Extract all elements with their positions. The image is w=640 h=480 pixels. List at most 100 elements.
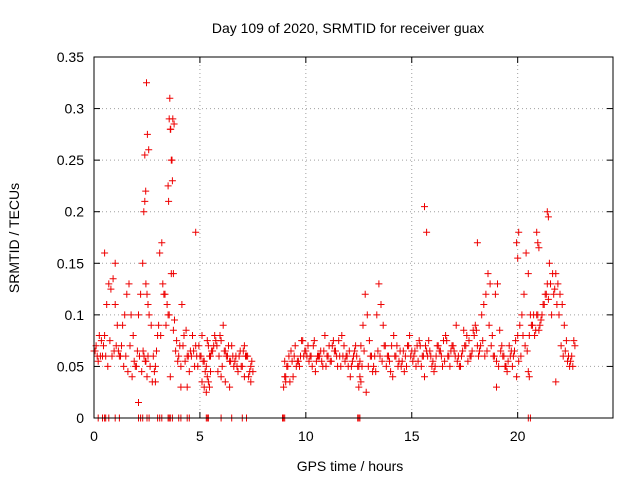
data-point — [532, 326, 540, 334]
data-point — [430, 368, 438, 376]
data-point — [491, 290, 499, 298]
data-point — [514, 254, 522, 262]
data-point — [124, 368, 132, 376]
data-point — [525, 373, 533, 381]
data-point — [547, 280, 554, 288]
data-point — [527, 321, 535, 329]
data-point — [471, 321, 479, 329]
data-point — [415, 337, 423, 345]
data-point — [182, 326, 190, 334]
data-point — [551, 285, 559, 293]
data-point — [229, 352, 237, 360]
x-tick-labels: 0 5 10 15 20 — [90, 428, 526, 444]
data-point — [247, 378, 255, 386]
data-point — [537, 316, 545, 324]
data-point — [226, 383, 234, 391]
data-point — [240, 342, 248, 350]
data-point — [486, 280, 494, 288]
data-point — [330, 347, 338, 355]
data-point — [417, 362, 425, 370]
data-point — [381, 342, 389, 350]
data-point — [388, 342, 396, 350]
data-point — [409, 357, 417, 365]
data-point — [425, 337, 433, 345]
x-tick-label: 20 — [510, 428, 526, 444]
data-point — [310, 337, 318, 345]
data-point — [167, 125, 175, 133]
data-point — [322, 362, 330, 370]
data-point — [363, 311, 371, 319]
data-point — [170, 120, 178, 128]
data-point — [406, 332, 414, 339]
data-point — [157, 332, 165, 339]
data-point — [215, 352, 223, 360]
data-point — [428, 362, 436, 370]
data-point — [206, 352, 213, 360]
data-point — [166, 94, 174, 102]
data-point — [411, 347, 419, 355]
data-point — [169, 115, 177, 123]
data-point — [289, 373, 297, 381]
data-point — [280, 383, 288, 391]
data-point — [489, 352, 497, 360]
data-point — [333, 352, 341, 360]
data-point — [326, 357, 334, 365]
data-point — [244, 352, 252, 360]
data-point — [481, 352, 489, 360]
data-point — [184, 352, 192, 360]
data-point — [463, 332, 471, 339]
data-point — [216, 332, 224, 339]
data-point — [570, 337, 578, 345]
data-point — [544, 295, 552, 303]
data-point — [119, 321, 127, 329]
data-point — [389, 373, 397, 381]
data-point — [413, 342, 421, 350]
data-point — [212, 337, 220, 345]
data-point — [345, 347, 353, 355]
data-point — [447, 347, 455, 355]
data-point — [140, 208, 148, 216]
data-point — [141, 151, 149, 159]
data-point — [383, 352, 391, 360]
data-point — [101, 249, 109, 257]
data-point — [548, 311, 556, 319]
data-point — [451, 352, 459, 360]
data-point — [462, 342, 470, 350]
data-point — [142, 187, 150, 195]
data-point — [301, 347, 309, 355]
data-point — [378, 357, 386, 365]
data-point — [281, 357, 289, 365]
data-point — [522, 249, 530, 257]
data-point — [324, 352, 332, 360]
data-point — [126, 342, 134, 350]
data-point — [502, 362, 510, 370]
data-point — [524, 270, 532, 278]
data-point — [120, 362, 128, 370]
data-point — [150, 368, 158, 376]
data-point — [145, 146, 153, 154]
data-point — [208, 347, 216, 355]
data-point — [390, 332, 398, 339]
data-point — [183, 383, 191, 391]
data-point — [452, 321, 460, 329]
data-point — [165, 197, 173, 205]
data-point — [156, 249, 164, 257]
data-point — [519, 332, 527, 339]
y-tick-label: 0.3 — [65, 101, 85, 117]
data-point — [305, 357, 313, 365]
plot-frame — [93, 56, 614, 419]
data-point — [517, 352, 525, 360]
data-point — [543, 208, 551, 216]
data-point — [496, 326, 504, 334]
data-point — [347, 362, 355, 370]
data-point — [375, 280, 383, 288]
data-point — [421, 373, 428, 381]
data-point — [91, 347, 99, 355]
data-point — [175, 352, 183, 360]
data-point — [139, 347, 147, 355]
data-point — [557, 342, 565, 350]
data-point — [443, 337, 451, 345]
data-point — [121, 311, 129, 319]
data-point — [343, 352, 351, 360]
data-point — [436, 347, 444, 355]
